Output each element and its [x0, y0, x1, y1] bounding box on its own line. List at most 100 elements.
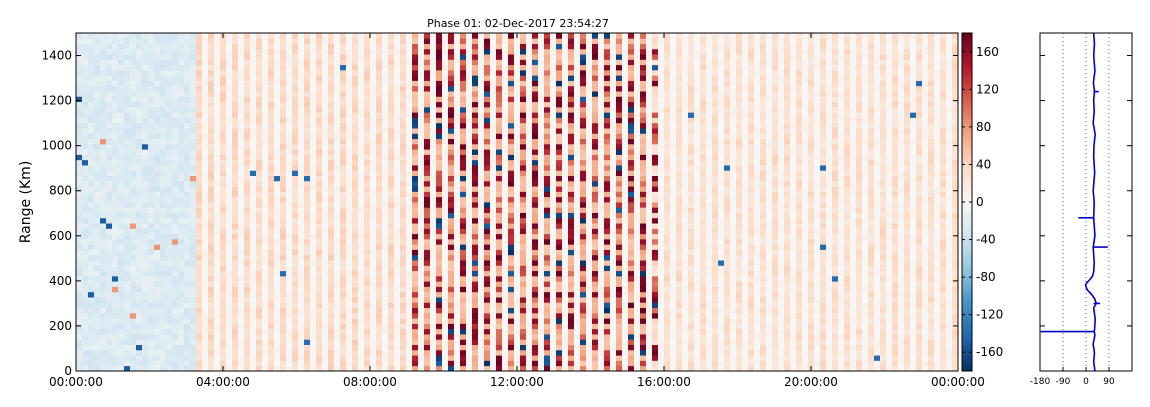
- heatmap-cell: [184, 143, 191, 150]
- heatmap-cell: [172, 318, 179, 324]
- heatmap-cell: [196, 244, 203, 250]
- heatmap-cell: [106, 159, 113, 166]
- heatmap-cell: [382, 175, 389, 182]
- heatmap-cell: [190, 297, 197, 303]
- heatmap-cell: [478, 355, 485, 361]
- heatmap-cell: [166, 318, 173, 324]
- heatmap-cell: [310, 33, 317, 39]
- heatmap-cell: [112, 312, 119, 319]
- heatmap-cell: [472, 202, 479, 208]
- heatmap-cell: [508, 43, 515, 50]
- heatmap-cell: [100, 238, 107, 245]
- heatmap-cell: [94, 122, 101, 129]
- heatmap-cell: [106, 202, 113, 208]
- heatmap-cell: [208, 154, 215, 161]
- heatmap-cell: [172, 238, 179, 245]
- heatmap-cell: [244, 106, 251, 113]
- heatmap-cell: [220, 312, 227, 319]
- heatmap-cell: [304, 180, 311, 187]
- heatmap-cell: [82, 212, 89, 219]
- heatmap-cell: [250, 128, 257, 134]
- heatmap-cell: [526, 339, 533, 345]
- heatmap-cell: [352, 33, 359, 39]
- heatmap-cell: [520, 69, 527, 76]
- heatmap-cell: [112, 318, 119, 324]
- heatmap-cell: [184, 54, 191, 60]
- heatmap-cell: [478, 180, 485, 187]
- heatmap-cell: [214, 43, 221, 50]
- heatmap-cell: [394, 117, 401, 124]
- heatmap-cell: [466, 202, 473, 208]
- heatmap-cell: [178, 33, 185, 39]
- heatmap-cell: [436, 318, 443, 324]
- heatmap-cell: [292, 307, 299, 314]
- heatmap-cell: [100, 43, 107, 50]
- heatmap-cell: [196, 106, 203, 113]
- heatmap-cell: [472, 238, 479, 245]
- heatmap-cell: [496, 159, 503, 166]
- heatmap-cell: [142, 149, 149, 155]
- heatmap-cell: [172, 344, 179, 351]
- heatmap-cell: [490, 323, 497, 330]
- heatmap-cell: [76, 207, 83, 213]
- heatmap-cell: [370, 334, 377, 340]
- heatmap-cell: [184, 159, 191, 166]
- heatmap-cell: [94, 101, 101, 108]
- heatmap-cell: [508, 59, 515, 66]
- heatmap-cell: [346, 355, 353, 361]
- heatmap-cell: [274, 149, 281, 155]
- heatmap-cell: [328, 328, 335, 335]
- heatmap-cell: [118, 312, 125, 319]
- heatmap-cell: [454, 138, 461, 145]
- heatmap-cell: [196, 186, 203, 192]
- heatmap-cell: [208, 48, 215, 55]
- heatmap-cell: [238, 339, 245, 345]
- heatmap-cell: [178, 38, 185, 44]
- heatmap-cell: [136, 328, 143, 335]
- heatmap-cell: [310, 64, 317, 71]
- heatmap-cell: [448, 355, 455, 361]
- heatmap-cell: [430, 64, 437, 71]
- heatmap-cell: [484, 312, 491, 319]
- heatmap-cell: [430, 196, 437, 203]
- heatmap-cell: [460, 297, 467, 303]
- heatmap-cell: [424, 297, 431, 303]
- heatmap-cell: [250, 101, 257, 108]
- heatmap-cell: [196, 291, 203, 298]
- heatmap-cell: [202, 175, 209, 182]
- heatmap-cell: [184, 270, 191, 277]
- heatmap-cell: [406, 244, 413, 250]
- heatmap-cell: [526, 170, 533, 176]
- heatmap-cell: [304, 281, 311, 287]
- heatmap-cell: [394, 223, 401, 229]
- heatmap-cell: [118, 270, 125, 277]
- heatmap-cell: [106, 207, 113, 213]
- heatmap-cell: [394, 265, 401, 272]
- heatmap-cell: [370, 297, 377, 303]
- heatmap-cell: [94, 323, 101, 330]
- heatmap-cell: [418, 191, 425, 198]
- heatmap-cell: [496, 238, 503, 245]
- heatmap-cell: [388, 117, 395, 124]
- heatmap-cell: [436, 233, 443, 240]
- heatmap-cell: [388, 355, 395, 361]
- heatmap-cell: [172, 286, 179, 293]
- heatmap-cell: [88, 270, 95, 277]
- heatmap-cell: [520, 202, 527, 208]
- heatmap-cell: [250, 117, 257, 124]
- heatmap-cell: [436, 91, 443, 97]
- heatmap-cell: [280, 180, 287, 187]
- heatmap-cell: [232, 122, 239, 129]
- heatmap-cell: [484, 302, 491, 309]
- heatmap-cell: [490, 302, 497, 309]
- heatmap-cell: [448, 318, 455, 324]
- heatmap-cell: [508, 344, 515, 351]
- heatmap-cell: [454, 286, 461, 293]
- heatmap-cell: [490, 249, 497, 256]
- heatmap-cell: [514, 180, 521, 187]
- heatmap-cell: [250, 207, 257, 213]
- heatmap-cell: [166, 339, 173, 345]
- heatmap-cell: [448, 159, 455, 166]
- heatmap-cell: [340, 302, 347, 309]
- heatmap-cell: [292, 38, 299, 44]
